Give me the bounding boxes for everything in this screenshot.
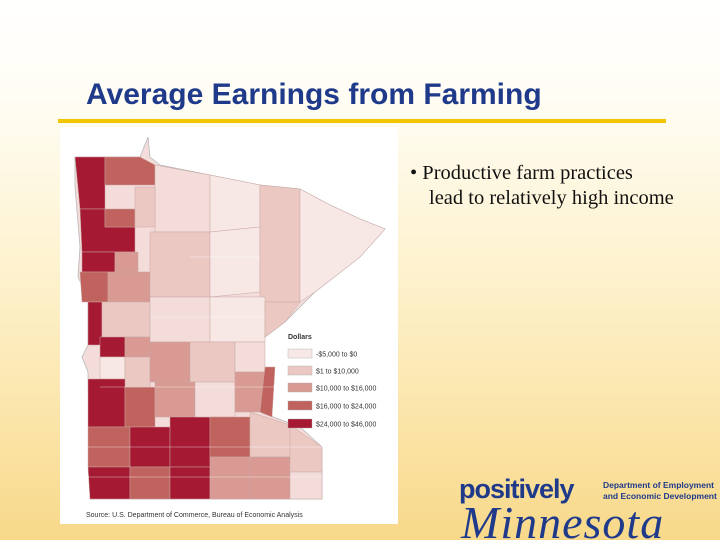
legend-label-1: $1 to $10,000 bbox=[316, 369, 359, 376]
legend-label-4: $24,000 to $46,000 bbox=[316, 422, 376, 429]
county-nc-3 bbox=[134, 186, 156, 228]
legend-swatch-1 bbox=[287, 365, 313, 376]
county-sc-2 bbox=[209, 416, 251, 458]
county-nc-1 bbox=[154, 164, 211, 233]
county-w-5 bbox=[99, 336, 126, 358]
legend-swatch-0 bbox=[287, 348, 313, 359]
county-cw-3 bbox=[189, 341, 236, 383]
county-nw-1 bbox=[74, 156, 106, 210]
legend-swatch-3 bbox=[287, 400, 313, 411]
map-source: Source: U.S. Department of Commerce, Bur… bbox=[86, 512, 303, 519]
county-sw-7 bbox=[87, 466, 131, 500]
county-sc-3 bbox=[209, 456, 251, 500]
county-sw-2 bbox=[124, 386, 156, 428]
legend-label-0: -$5,000 to $0 bbox=[316, 352, 357, 359]
legend-swatch-2 bbox=[287, 382, 313, 393]
county-cw-4 bbox=[234, 341, 266, 373]
county-river bbox=[259, 366, 276, 418]
county-sw-8 bbox=[129, 466, 171, 500]
county-nc-5 bbox=[209, 226, 261, 298]
legend-label-3: $16,000 to $24,000 bbox=[316, 404, 376, 411]
county-cw-1 bbox=[124, 356, 151, 388]
logo-word-positively: positively bbox=[459, 474, 575, 504]
county-cw-2 bbox=[149, 341, 191, 383]
county-sw-9 bbox=[169, 466, 211, 500]
county-w-6 bbox=[99, 356, 126, 380]
county-sw-6 bbox=[169, 416, 211, 468]
county-nw-6 bbox=[114, 251, 139, 273]
county-nc-2 bbox=[209, 174, 261, 233]
county-sc-5 bbox=[249, 456, 291, 500]
logo-dept-line-2: and Economic Development bbox=[603, 491, 717, 501]
county-w-7 bbox=[124, 336, 151, 358]
county-nw-5 bbox=[81, 251, 116, 273]
logo-dept-line-1: Department of Employment bbox=[603, 480, 714, 490]
county-nw-2 bbox=[104, 156, 156, 186]
county-nc-4 bbox=[149, 231, 211, 298]
map-svg: Dollars -$5,000 to $0 $1 to $10,000 $10,… bbox=[74, 136, 386, 519]
bullet-point: • Productive farm practices lead to rela… bbox=[410, 161, 720, 211]
slide-title: Average Earnings from Farming bbox=[86, 78, 542, 111]
county-borders bbox=[88, 256, 322, 478]
bullet-line-1: • Productive farm practices bbox=[410, 162, 633, 184]
county-sc-4 bbox=[249, 411, 291, 458]
county-ne-1 bbox=[259, 184, 301, 303]
county-sw-1 bbox=[87, 378, 126, 428]
minnesota-earnings-map: Dollars -$5,000 to $0 $1 to $10,000 $10,… bbox=[60, 127, 398, 524]
positively-minnesota-logo: positively Department of Employment and … bbox=[455, 474, 720, 548]
bullet-line-2: lead to relatively high income bbox=[429, 187, 674, 209]
logo-department: Department of Employment and Economic De… bbox=[603, 480, 720, 502]
county-c-1 bbox=[149, 296, 211, 343]
legend-title: Dollars bbox=[288, 334, 312, 341]
county-se-2 bbox=[289, 471, 323, 500]
logo-word-minnesota: Minnesota bbox=[461, 497, 665, 548]
legend-label-2: $10,000 to $16,000 bbox=[316, 386, 376, 393]
title-underline bbox=[58, 119, 666, 123]
county-shading bbox=[74, 156, 386, 500]
county-w-1 bbox=[79, 271, 109, 303]
county-c-2 bbox=[209, 296, 266, 343]
legend-swatch-4 bbox=[287, 418, 313, 429]
county-c-3 bbox=[264, 301, 301, 338]
county-w-4 bbox=[101, 301, 151, 338]
map-legend: Dollars -$5,000 to $0 $1 to $10,000 $10,… bbox=[287, 334, 376, 429]
county-nw-4 bbox=[104, 208, 136, 228]
county-ne-2 bbox=[299, 188, 386, 303]
county-w-2 bbox=[107, 271, 151, 303]
